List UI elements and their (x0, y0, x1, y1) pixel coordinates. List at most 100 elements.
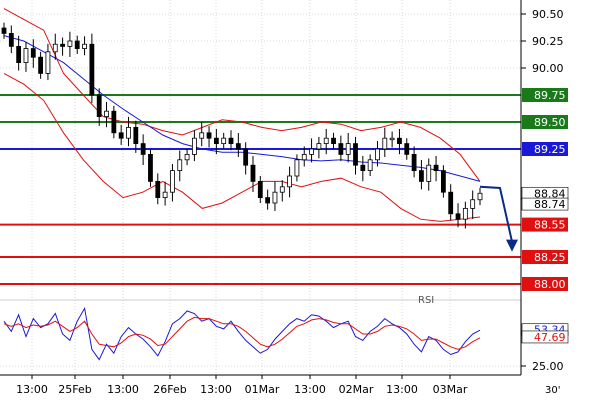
projection-arrow (479, 185, 518, 252)
level-price-label: 89.50 (534, 116, 566, 129)
level-price-box (522, 277, 568, 291)
candle-body (155, 180, 161, 198)
candle-body (170, 170, 175, 193)
candle-body (462, 207, 468, 220)
projection-arrowhead (506, 239, 518, 252)
candle (360, 155, 366, 182)
candle (191, 130, 197, 162)
candle-body (16, 46, 22, 64)
x-tick-label: 02Mar (339, 383, 374, 396)
x-tick-label: 13:00 (294, 383, 326, 396)
candle (23, 41, 29, 72)
candle-body (419, 170, 424, 182)
x-tick-label: 13:00 (16, 383, 48, 396)
rsi-line (3, 316, 481, 350)
candle-body (316, 143, 322, 150)
candle (470, 190, 476, 219)
bollinger-lower (3, 72, 481, 222)
candle (455, 203, 461, 228)
x-tick-label: 25Feb (58, 383, 91, 396)
rsi-line (3, 306, 481, 361)
x-tick-label: 13:00 (386, 383, 418, 396)
candle (170, 163, 175, 202)
level-price-label: 88.00 (534, 278, 566, 291)
candle-body (191, 137, 197, 155)
timeframe-label: 30' (545, 385, 560, 396)
y-tick-label: 90.50 (532, 8, 564, 21)
candle-body (60, 43, 65, 47)
candle-body (397, 137, 402, 144)
candle (228, 130, 234, 151)
candle (126, 116, 131, 147)
moving-average (3, 35, 481, 182)
candle-body (199, 132, 205, 139)
candle (338, 135, 344, 162)
candle-body (433, 164, 439, 171)
candle-body (301, 153, 307, 161)
candle-body (1, 27, 7, 34)
candle (426, 158, 432, 191)
candle (419, 160, 424, 190)
candle-body (243, 148, 249, 166)
candle (177, 150, 183, 182)
candle (382, 127, 388, 157)
current-price-label: 88.84 (534, 187, 566, 200)
candle (104, 101, 109, 128)
x-tick-label: 03Mar (433, 383, 468, 396)
candle (433, 155, 439, 182)
candle (272, 181, 278, 211)
candle-body (52, 43, 58, 53)
candle (52, 33, 58, 60)
candle (206, 126, 212, 148)
candle (74, 35, 80, 54)
candle (96, 88, 102, 126)
candle-body (228, 137, 234, 144)
level-price-label: 88.55 (534, 219, 566, 232)
level-price-box (522, 88, 568, 102)
candle-body (272, 191, 278, 204)
candle (477, 187, 483, 206)
candle (367, 154, 373, 176)
candle (118, 124, 124, 145)
candle (89, 33, 95, 103)
candle (199, 122, 205, 147)
candle-body (221, 137, 227, 144)
x-tick-label: 13:00 (200, 383, 232, 396)
candle (213, 128, 219, 155)
candle-body (67, 40, 73, 47)
candle-body (411, 153, 417, 171)
candle-body (74, 40, 80, 49)
candle-body (265, 197, 271, 204)
candle-body (8, 33, 14, 47)
candle-body (30, 48, 36, 58)
level-price-box (522, 142, 568, 156)
candle-body (360, 164, 366, 171)
rsi-tick-label: 25.00 (532, 360, 564, 373)
candle (462, 201, 468, 229)
bollinger-bands (3, 8, 481, 222)
candle-body (367, 159, 373, 172)
candle (133, 120, 139, 153)
y-tick-label: 90.00 (532, 62, 564, 75)
candle-body (126, 127, 131, 139)
candle (316, 136, 322, 159)
candle (404, 138, 410, 160)
bollinger-upper (3, 8, 481, 182)
candle (162, 181, 168, 206)
candle-body (133, 127, 139, 145)
rsi-value-label: 47.69 (534, 331, 566, 344)
candle (235, 133, 241, 157)
candle (345, 133, 351, 163)
rsi-label: RSI (418, 295, 434, 306)
candle (148, 149, 153, 187)
candle (243, 142, 249, 175)
candle-body (111, 110, 117, 134)
candle-body (257, 180, 263, 198)
candle-body (38, 56, 44, 74)
candle (221, 132, 227, 149)
candle (323, 128, 329, 155)
candle (375, 141, 380, 167)
level-price-label: 89.25 (534, 143, 566, 156)
candle (257, 176, 263, 203)
candle-body (338, 143, 344, 155)
